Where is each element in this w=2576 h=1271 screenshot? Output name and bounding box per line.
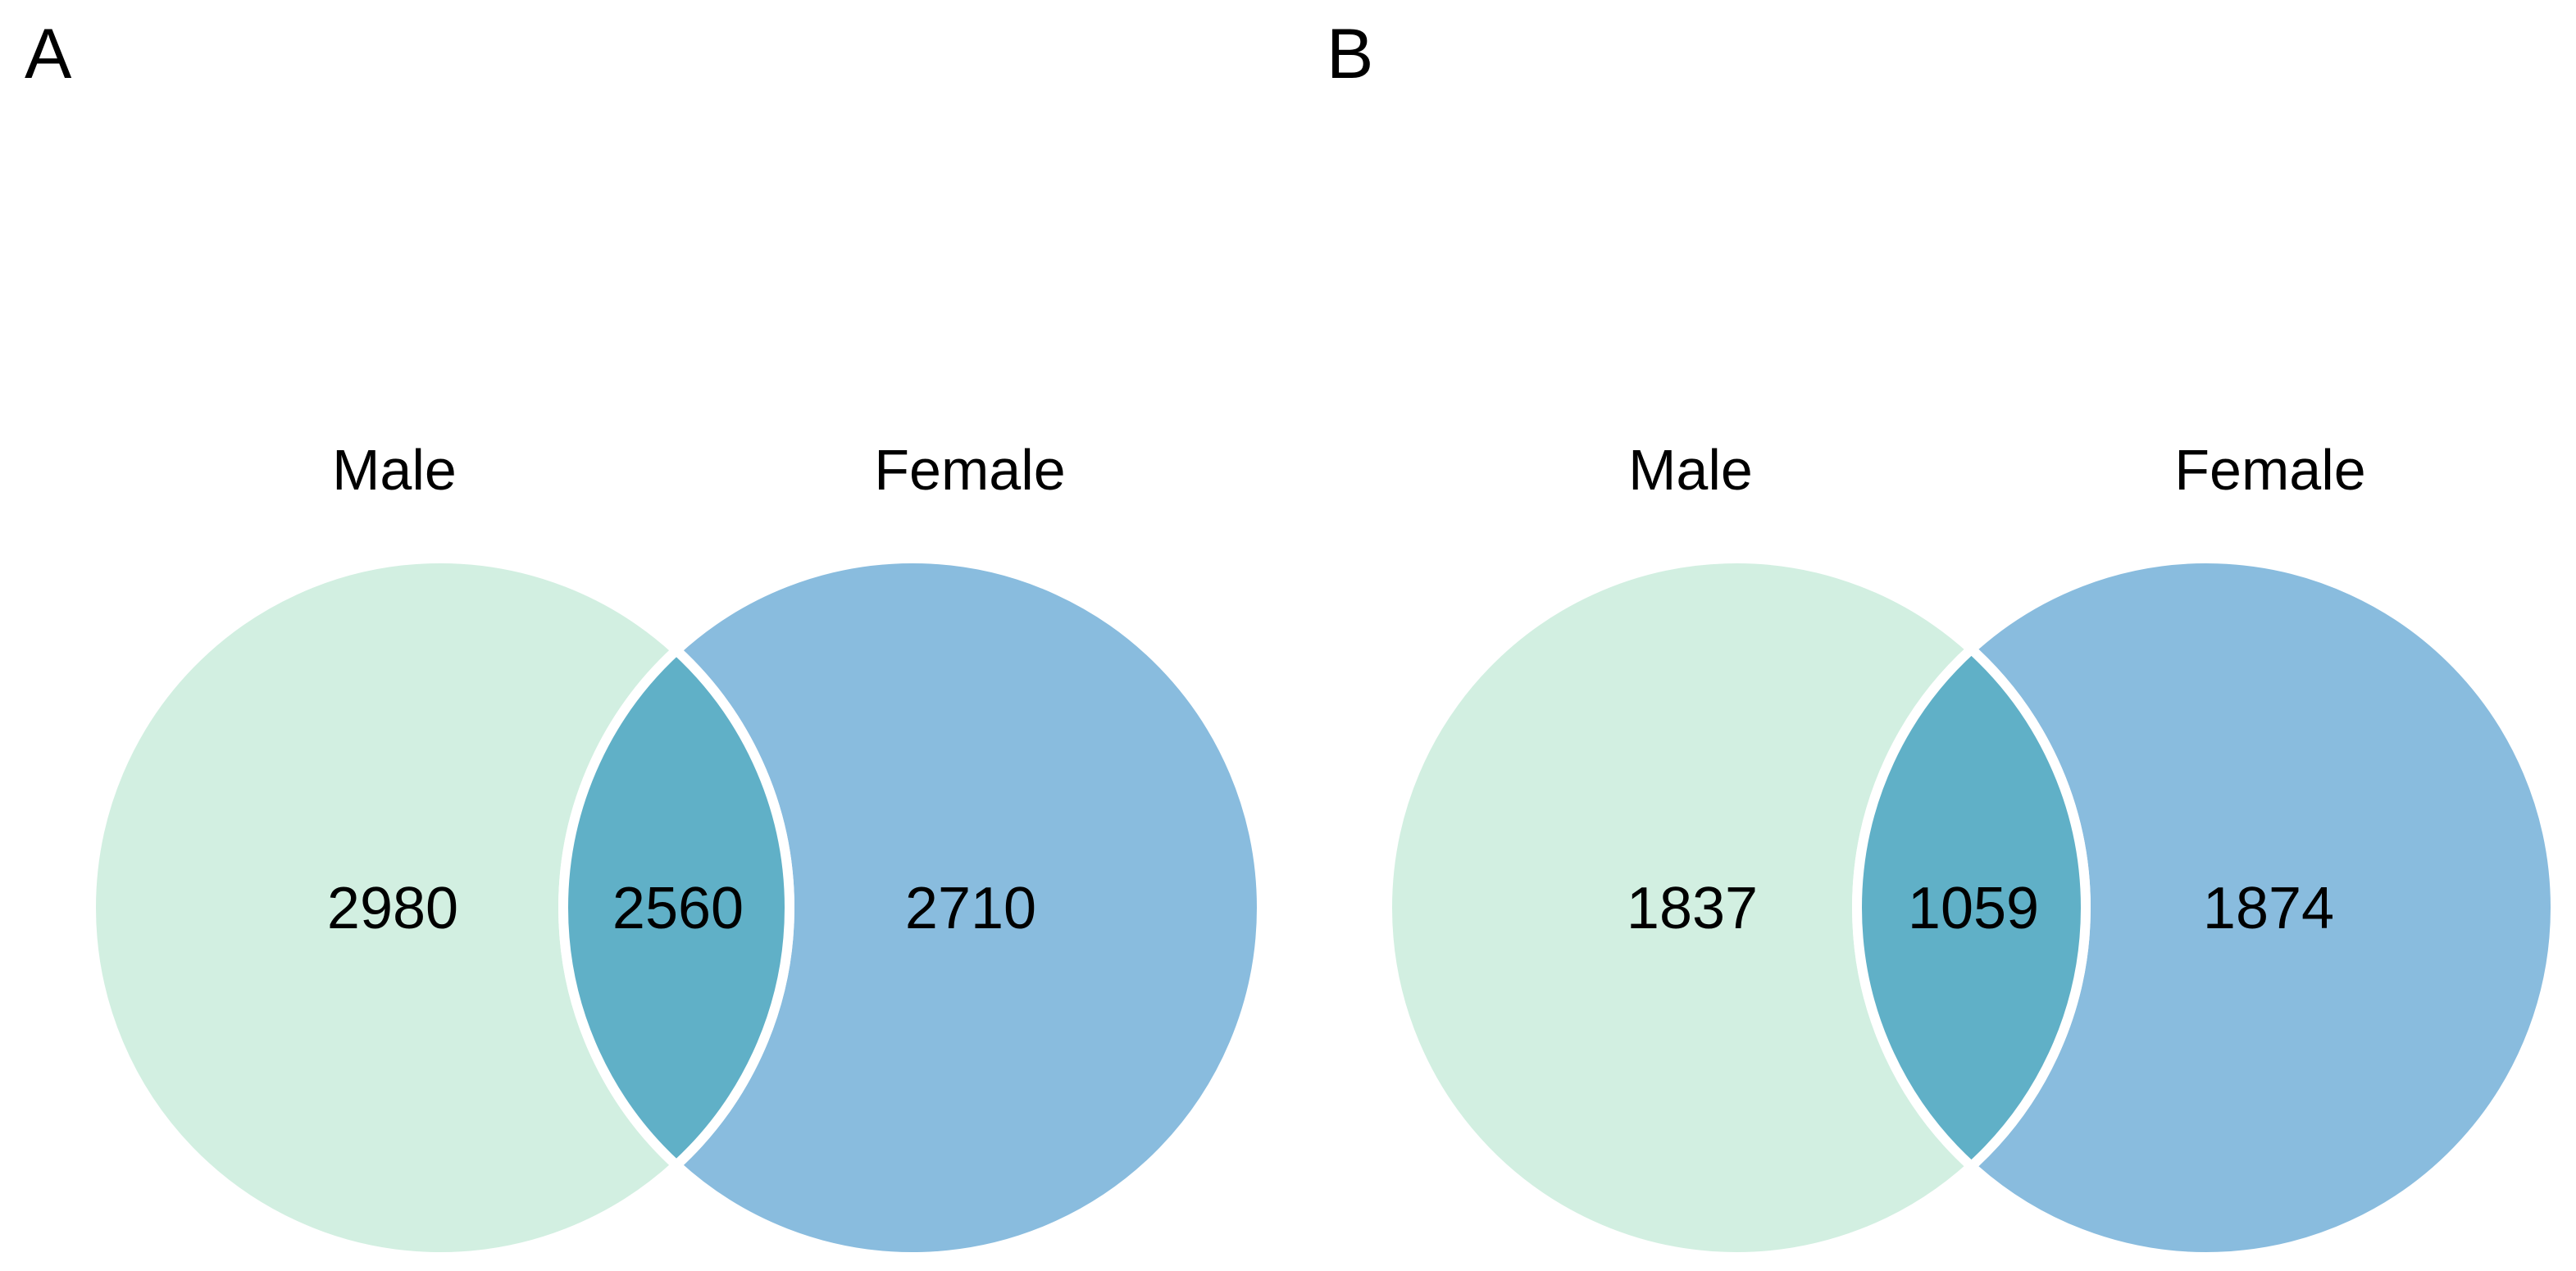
panel-b: B Male Female 1837 1059 1874 [1327,15,2560,1262]
set-label-female: Female [2174,438,2365,502]
overlap-region [558,645,794,1170]
panel-a: A Male Female 2980 2560 2710 [25,15,1267,1262]
male-only-count: 2980 [327,876,458,941]
set-label-male: Male [332,438,457,502]
female-only-count: 1874 [2203,876,2334,941]
male-only-count: 1837 [1627,876,1758,941]
set-label-female: Female [874,438,1065,502]
overlap-count: 2560 [612,876,744,941]
panel-letter-b: B [1327,15,1373,93]
overlap-count: 1059 [1908,876,2039,941]
panel-letter-a: A [25,15,72,93]
overlap-region [1851,644,2091,1172]
female-only-count: 2710 [905,876,1036,941]
set-label-male: Male [1628,438,1753,502]
